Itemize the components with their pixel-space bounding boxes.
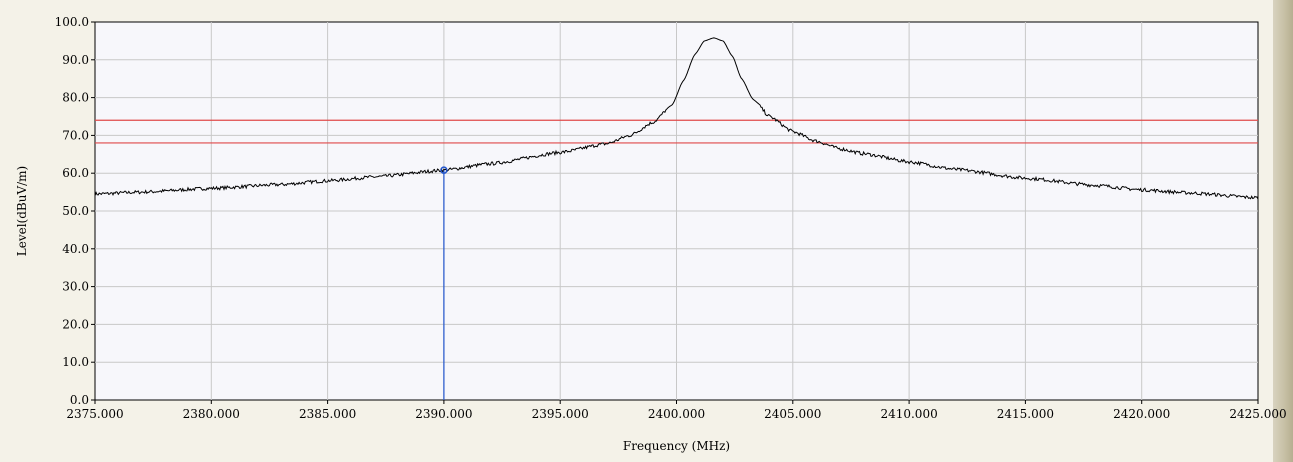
x-tick-label: 2415.000 [997,407,1054,421]
y-tick-label: 50.0 [62,204,89,218]
x-tick-label: 2405.000 [764,407,821,421]
y-tick-label: 30.0 [62,280,89,294]
limit-lines [95,119,1258,144]
marker-group [440,166,448,400]
x-tick-label: 2425.000 [1229,407,1286,421]
grid [95,22,1258,400]
y-tick-label: 10.0 [62,355,89,369]
y-tick-label: 40.0 [62,242,89,256]
x-tick-label: 2410.000 [880,407,937,421]
y-tick-label: 90.0 [62,53,89,67]
x-tick-label: 2400.000 [648,407,705,421]
y-tick-label: 100.0 [55,15,89,29]
x-ticks: 2375.000 2380.000 2385.000 2390.000 2395.000… [66,400,1287,421]
y-tick-label: 70.0 [62,128,89,142]
series-group [94,37,1259,200]
x-tick-label: 2385.000 [299,407,356,421]
x-tick-label: 2375.000 [66,407,123,421]
y-tick-label: 0.0 [70,393,89,407]
y-tick-label: 60.0 [62,166,89,180]
series-line [94,37,1259,200]
y-tick-label: 80.0 [62,91,89,105]
y-ticks: 0.0 10.0 20.0 30.0 40.0 50.0 60.0 70.0 80.0 90.0 1… [55,15,95,407]
x-tick-label: 2380.000 [183,407,240,421]
x-axis-title: Frequency (MHz) [623,439,730,453]
x-tick-label: 2390.000 [415,407,472,421]
window-edge [1273,0,1293,462]
x-tick-label: 2395.000 [532,407,589,421]
y-axis-title: Level(dBuV/m) [15,166,29,256]
y-tick-label: 20.0 [62,317,89,331]
marker-point [440,166,448,174]
x-tick-label: 2420.000 [1113,407,1170,421]
